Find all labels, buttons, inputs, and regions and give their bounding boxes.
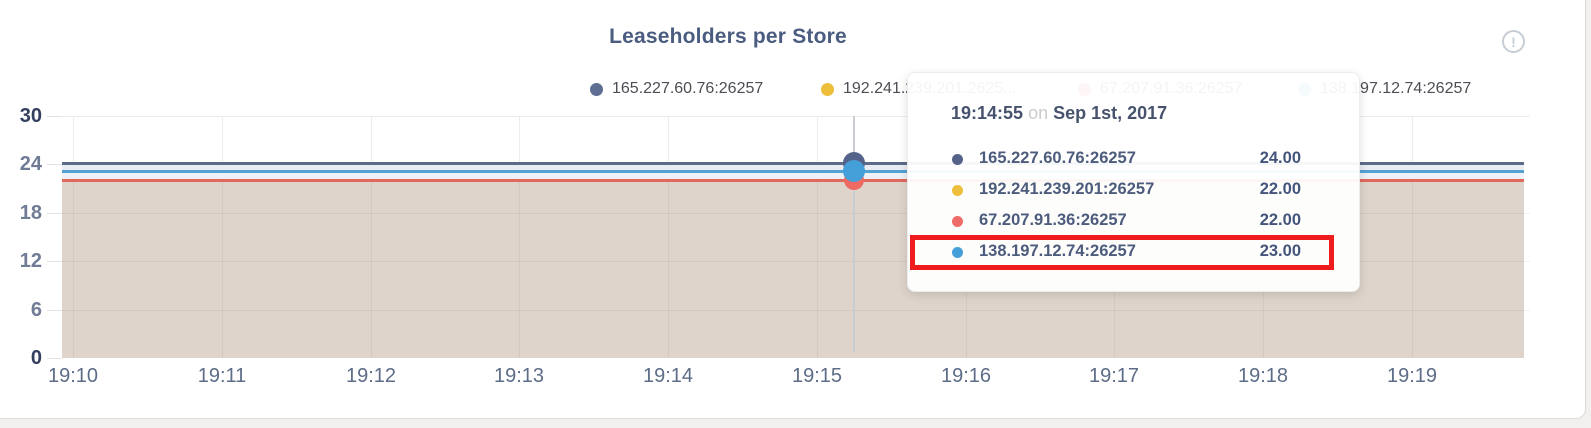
y-axis-tick <box>47 261 62 262</box>
x-axis-label: 19:13 <box>493 365 545 387</box>
y-axis-tick <box>47 164 62 165</box>
legend-item[interactable]: 165.227.60.76:26257 <box>590 80 763 98</box>
hover-point-blue <box>843 160 865 182</box>
gridline-vertical <box>519 182 520 358</box>
tooltip-row: 165.227.60.76:26257 24.00 <box>908 144 1361 174</box>
gridline-vertical <box>668 182 669 358</box>
y-axis-label: 18 <box>19 202 42 224</box>
y-axis-label: 12 <box>19 250 42 272</box>
gridline-horizontal <box>62 116 1530 117</box>
gridline-horizontal <box>62 310 1530 311</box>
y-axis-tick <box>47 358 62 359</box>
x-axis-label: 19:16 <box>940 365 992 387</box>
tooltip-series-label: 67.207.91.36:26257 <box>979 211 1127 229</box>
x-axis-label: 19:19 <box>1386 365 1438 387</box>
hover-crosshair <box>853 116 855 352</box>
series-line-blue <box>62 170 1524 173</box>
tooltip-series-label: 192.241.239.201:26257 <box>979 180 1155 198</box>
info-icon[interactable]: ! <box>1502 30 1525 53</box>
gridline-horizontal <box>62 213 1530 214</box>
tooltip-time: 19:14:55 <box>951 103 1024 123</box>
x-axis-label: 19:15 <box>791 365 843 387</box>
chart-title: Leaseholders per Store <box>609 25 847 48</box>
tooltip-series-label: 138.197.12.74:26257 <box>979 242 1136 260</box>
x-axis-label: 19:12 <box>345 365 397 387</box>
tooltip-series-value: 23.00 <box>1259 242 1301 260</box>
y-axis-tick <box>47 213 62 214</box>
y-axis-label: 30 <box>19 105 42 127</box>
info-icon-glyph: ! <box>1511 33 1516 50</box>
y-axis-label: 6 <box>30 299 42 321</box>
tooltip-on-word: on <box>1028 103 1049 123</box>
gridline-vertical <box>371 182 372 358</box>
x-axis-label: 19:18 <box>1237 365 1289 387</box>
gridline-vertical <box>1412 182 1413 358</box>
gridline-horizontal <box>62 261 1530 262</box>
tooltip-series-label: 165.227.60.76:26257 <box>979 149 1136 167</box>
tooltip-row: 67.207.91.36:26257 22.00 <box>908 206 1361 236</box>
gridline-vertical <box>222 182 223 358</box>
series-dot-icon <box>590 82 603 96</box>
x-axis-label: 19:11 <box>197 365 247 387</box>
series-dot-icon <box>952 247 963 258</box>
x-axis-label: 19:10 <box>47 365 99 387</box>
hover-tooltip: 19:14:55 on Sep 1st, 2017 165.227.60.76:26… <box>907 72 1360 292</box>
tooltip-series-value: 24.00 <box>1259 149 1301 167</box>
y-axis-label: 24 <box>19 153 42 175</box>
x-axis-label: 19:14 <box>642 365 694 387</box>
gridline-vertical <box>73 182 74 358</box>
series-fill-band <box>62 165 1524 170</box>
x-axis-label: 19:17 <box>1088 365 1140 387</box>
tooltip-series-value: 22.00 <box>1259 211 1301 229</box>
series-line-navy <box>62 162 1524 165</box>
highlight-box <box>910 235 1334 270</box>
series-line-red <box>62 179 1524 182</box>
tooltip-row: 138.197.12.74:26257 23.00 <box>908 237 1361 267</box>
tooltip-series-value: 22.00 <box>1259 180 1301 198</box>
series-dot-icon <box>821 82 834 96</box>
y-axis-tick <box>47 310 62 311</box>
tooltip-row: 192.241.239.201:26257 22.00 <box>908 175 1361 205</box>
tooltip-timestamp: 19:14:55 on Sep 1st, 2017 <box>951 103 1167 124</box>
tooltip-date: Sep 1st, 2017 <box>1053 103 1168 123</box>
series-fill-band <box>62 173 1524 179</box>
y-axis-tick <box>47 116 62 117</box>
legend-label: 165.227.60.76:26257 <box>612 80 764 97</box>
series-dot-icon <box>952 185 963 196</box>
y-axis-label: 0 <box>30 347 42 369</box>
gridline-vertical <box>817 182 818 358</box>
series-dot-icon <box>952 154 963 165</box>
series-dot-icon <box>952 216 963 227</box>
